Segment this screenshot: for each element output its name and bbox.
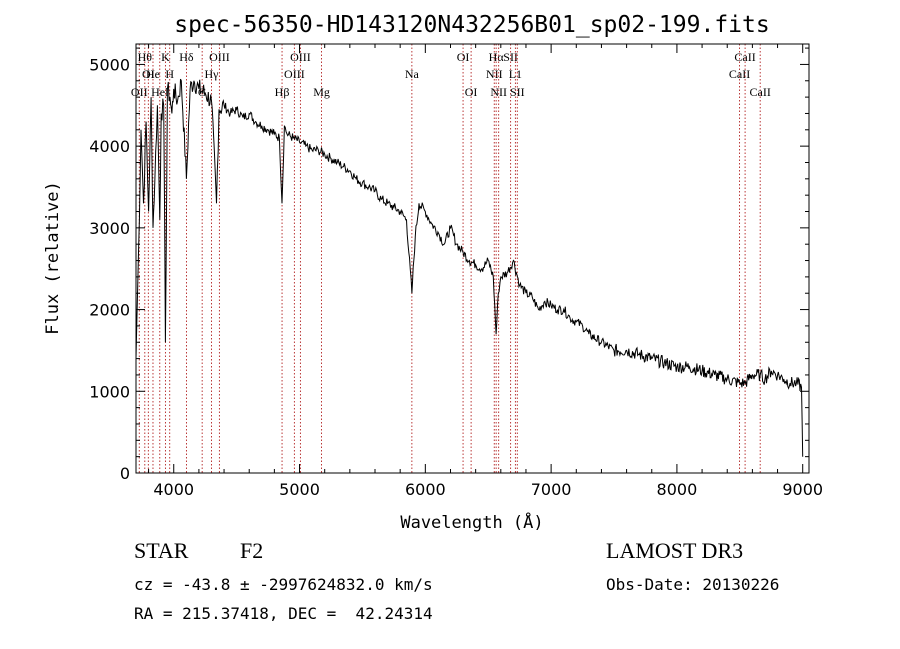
line-marker-label-10: OIII — [209, 50, 230, 64]
y-tick-label: 0 — [120, 464, 130, 483]
line-marker-label-15: Na — [405, 67, 420, 81]
y-tick-label: 2000 — [89, 301, 130, 320]
redshift-line: cz = -43.8 ± -2997624832.0 km/s — [134, 575, 433, 594]
line-marker-label-11: Hβ — [275, 85, 290, 99]
line-marker-label-0: OII — [131, 85, 148, 99]
x-tick-label: 6000 — [405, 480, 446, 499]
line-marker-label-13: OIII — [290, 50, 311, 64]
y-tick-label: 3000 — [89, 219, 130, 238]
x-tick-label: 4000 — [153, 480, 194, 499]
line-marker-label-23: SII — [510, 85, 525, 99]
spectrum-chart: spec-56350-HD143120N432256B01_sp02-199.f… — [43, 12, 823, 533]
class-label: STAR — [134, 538, 189, 563]
chart-title: spec-56350-HD143120N432256B01_sp02-199.f… — [174, 12, 769, 38]
line-marker-label-2: OI — [142, 67, 155, 81]
line-marker-label-1: Hθ — [138, 50, 153, 64]
line-marker-label-7: Hδ — [179, 50, 194, 64]
line-marker-label-5: K — [161, 50, 170, 64]
x-tick-label: 5000 — [279, 480, 320, 499]
x-axis-label: Wavelength (Å) — [400, 511, 543, 533]
y-tick-label: 5000 — [89, 55, 130, 74]
line-marker-label-22: L1 — [509, 67, 522, 81]
line-marker-label-17: OI — [465, 85, 478, 99]
x-axis: 4000 5000 6000 7000 8000 9000 — [148, 44, 823, 499]
line-marker-label-26: CaII — [750, 85, 771, 99]
line-marker-label-21: SII — [503, 50, 518, 64]
survey-label: LAMOST DR3 — [606, 538, 744, 563]
line-marker-label-9: Hγ — [204, 67, 219, 81]
x-tick-label: 9000 — [782, 480, 823, 499]
plot-frame — [135, 43, 810, 474]
obs-date: Obs-Date: 20130226 — [606, 575, 780, 594]
line-marker-label-19: Hα — [489, 50, 505, 64]
y-axis-label: Flux (relative) — [43, 181, 63, 335]
line-marker-label-16: OI — [457, 50, 470, 64]
y-axis: 0 1000 2000 3000 4000 5000 — [89, 47, 809, 483]
line-marker-label-12: OIII — [284, 67, 305, 81]
x-tick-label: 8000 — [657, 480, 698, 499]
line-marker-label-6: H — [165, 67, 174, 81]
spectrum-line — [135, 78, 804, 457]
x-tick-label: 7000 — [531, 480, 572, 499]
line-marker-label-20: NII — [490, 85, 507, 99]
y-tick-label: 4000 — [89, 137, 130, 156]
line-marker-label-24: CaII — [729, 67, 750, 81]
coordinates: RA = 215.37418, DEC = 42.24314 — [134, 604, 433, 623]
line-markers: OIIHθOIHeHelKHHδGHγOIIIHβOIIIOIIIMgNaOIO… — [131, 44, 771, 473]
line-marker-label-14: Mg — [313, 85, 330, 99]
line-marker-label-3: He — [146, 67, 160, 81]
y-tick-label: 1000 — [89, 382, 130, 401]
subclass-label: F2 — [240, 538, 264, 563]
line-marker-label-18: NII — [486, 67, 503, 81]
line-marker-label-4: Hel — [151, 85, 169, 99]
line-marker-label-25: CaII — [734, 50, 755, 64]
